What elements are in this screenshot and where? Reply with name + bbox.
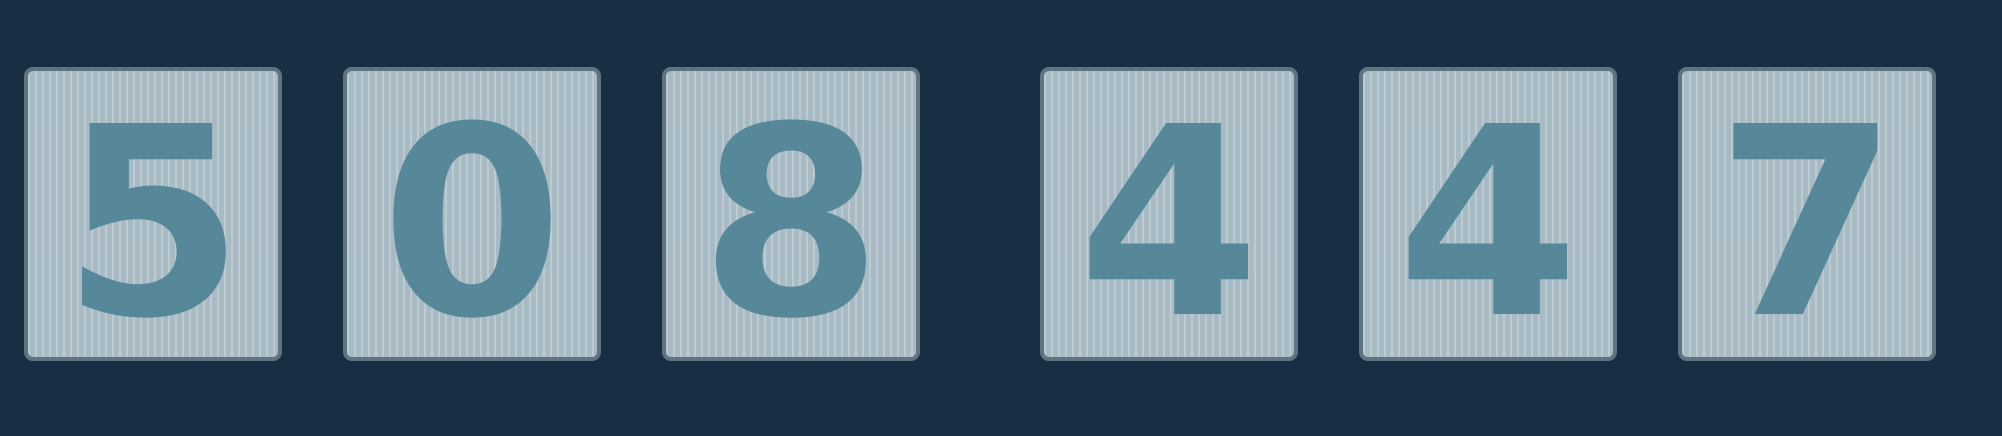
digit-text: 4 [1077,71,1261,361]
digit-tile: 0 [343,67,601,361]
thousands-separator: , [928,301,1004,436]
digit-tile: 4 [1359,67,1617,361]
digit-text: 8 [699,71,883,361]
digit-tile: 4 [1040,67,1298,361]
digit-tile: 8 [662,67,920,361]
digit-tile: 7 [1678,67,1936,361]
digit-text: 0 [380,71,564,361]
digit-tile: 5 [24,67,282,361]
digit-text: 5 [61,71,245,361]
digit-text: 4 [1396,71,1580,361]
digit-text: 7 [1715,71,1899,361]
